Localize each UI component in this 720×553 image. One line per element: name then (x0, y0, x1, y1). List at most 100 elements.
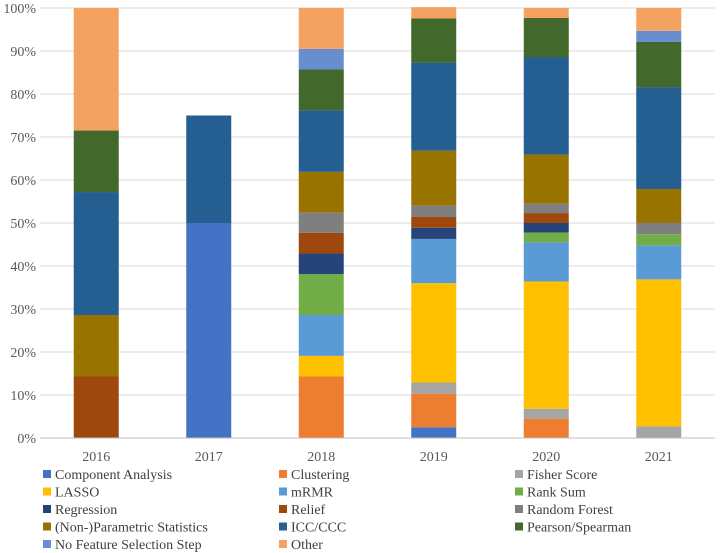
bar-segment-2018-icc-ccc (298, 110, 344, 172)
legend-swatch (515, 522, 523, 531)
legend: Component Analysis Clustering Fisher Score… (43, 468, 631, 553)
bar-stack-2021 (636, 8, 682, 438)
legend-swatch (279, 505, 287, 513)
legend-swatch (279, 470, 287, 478)
bar-stack-2020 (523, 8, 569, 438)
y-tick-label: 80% (10, 88, 36, 103)
legend-item: mRMR (279, 486, 334, 501)
legend-label: (Non-)Parametric Statistics (55, 521, 208, 536)
legend-swatch (43, 522, 51, 531)
bar-segment-2016-pearson-spearman (73, 130, 119, 193)
bar-segment-2021--non-parametric-statistics (636, 189, 682, 223)
bar-stack-2016 (73, 8, 119, 438)
legend-item: Relief (279, 503, 326, 518)
legend-item: Pearson/Spearman (515, 521, 631, 536)
legend-swatch (43, 540, 51, 548)
y-tick-label: 40% (10, 260, 36, 275)
legend-label: No Feature Selection Step (55, 538, 202, 553)
legend-label: mRMR (291, 486, 334, 501)
x-tick-label: 2019 (420, 450, 448, 465)
bar-segment-2018-pearson-spearman (298, 69, 344, 111)
x-tick-label: 2021 (645, 450, 673, 465)
legend-swatch (515, 505, 523, 513)
bar-segment-2019-clustering (411, 393, 457, 428)
legend-item: Regression (43, 503, 117, 518)
bar-segment-2021-other (636, 8, 682, 31)
legend-item: Rank Sum (515, 486, 586, 501)
x-tick-label: 2016 (82, 450, 110, 465)
y-tick-label: 20% (10, 346, 36, 361)
bar-segment-2019-random-forest (411, 205, 457, 217)
bar-segment-2021-random-forest (636, 223, 682, 235)
legend-item: Random Forest (515, 503, 613, 518)
bar-segment-2020-clustering (523, 418, 569, 438)
legend-item: ICC/CCC (279, 521, 346, 536)
bar-segment-2019-fisher-score (411, 382, 457, 394)
bar-stack-2019 (411, 7, 457, 438)
bar-segment-2018-other (298, 8, 344, 49)
legend-item: (Non-)Parametric Statistics (43, 521, 208, 536)
legend-label: Random Forest (527, 503, 613, 518)
bar-segment-2020-lasso (523, 281, 569, 409)
legend-swatch (43, 487, 51, 496)
bar-segment-2021-no-feature-selection-step (636, 30, 682, 42)
x-tick-label: 2020 (532, 450, 560, 465)
bars (73, 7, 682, 438)
bar-segment-2016-other (73, 8, 119, 131)
bar-segment-2018-lasso (298, 355, 344, 377)
bar-segment-2016-icc-ccc (73, 192, 119, 316)
x-axis-ticks: 2016 2017 2018 2019 2020 2021 (82, 450, 673, 465)
bar-segment-2016-relief (73, 376, 119, 438)
y-tick-label: 60% (10, 174, 36, 189)
bar-segment-2017-icc-ccc (186, 115, 232, 223)
bar-segment-2020-random-forest (523, 203, 569, 214)
bar-segment-2019-component-analysis (411, 427, 457, 438)
x-tick-label: 2018 (307, 450, 335, 465)
bar-segment-2018-regression (298, 253, 344, 275)
legend-label: Component Analysis (55, 468, 172, 483)
bar-stack-2017 (186, 115, 232, 438)
legend-label: LASSO (55, 486, 99, 501)
bar-segment-2020-fisher-score (523, 408, 569, 419)
bar-segment-2020--non-parametric-statistics (523, 154, 569, 204)
x-tick-label: 2017 (195, 450, 223, 465)
legend-item: Component Analysis (43, 468, 172, 483)
legend-label: Relief (291, 503, 326, 518)
legend-item: No Feature Selection Step (43, 538, 202, 553)
bar-segment-2020-mrmr (523, 242, 569, 282)
legend-swatch (43, 470, 51, 478)
bar-segment-2018-no-feature-selection-step (298, 48, 344, 70)
y-tick-label: 10% (10, 389, 36, 404)
y-tick-label: 30% (10, 303, 36, 318)
bar-segment-2021-icc-ccc (636, 87, 682, 190)
bar-segment-2020-rank-sum (523, 232, 569, 243)
bar-segment-2019-regression (411, 227, 457, 239)
bar-segment-2016--non-parametric-statistics (73, 315, 119, 377)
bar-segment-2021-lasso (636, 279, 682, 427)
legend-label: Clustering (291, 468, 349, 483)
bar-segment-2018-relief (298, 232, 344, 254)
y-axis-ticks: 0% 10% 20% 30% 40% 50% 60% 70% 80% 90% 100% (3, 2, 36, 447)
bar-segment-2021-mrmr (636, 245, 682, 280)
legend-item: Fisher Score (515, 468, 597, 483)
y-tick-label: 70% (10, 131, 36, 146)
bar-segment-2019-mrmr (411, 238, 457, 284)
bar-segment-2019-relief (411, 216, 457, 228)
bar-segment-2020-other (523, 8, 569, 18)
bar-segment-2021-rank-sum (636, 234, 682, 246)
bar-segment-2018-clustering (298, 376, 344, 438)
bar-segment-2020-icc-ccc (523, 57, 569, 155)
bar-segment-2021-pearson-spearman (636, 41, 682, 88)
y-tick-label: 100% (3, 2, 36, 17)
legend-label: Regression (55, 503, 117, 518)
legend-swatch (279, 522, 287, 531)
bar-segment-2020-relief (523, 213, 569, 223)
bar-segment-2017-component-analysis (186, 223, 232, 438)
legend-label: Rank Sum (527, 486, 586, 501)
legend-swatch (43, 505, 51, 513)
legend-label: Fisher Score (527, 468, 597, 483)
y-tick-label: 50% (10, 217, 36, 232)
bar-segment-2018-mrmr (298, 315, 344, 356)
bar-segment-2018-random-forest (298, 212, 344, 233)
